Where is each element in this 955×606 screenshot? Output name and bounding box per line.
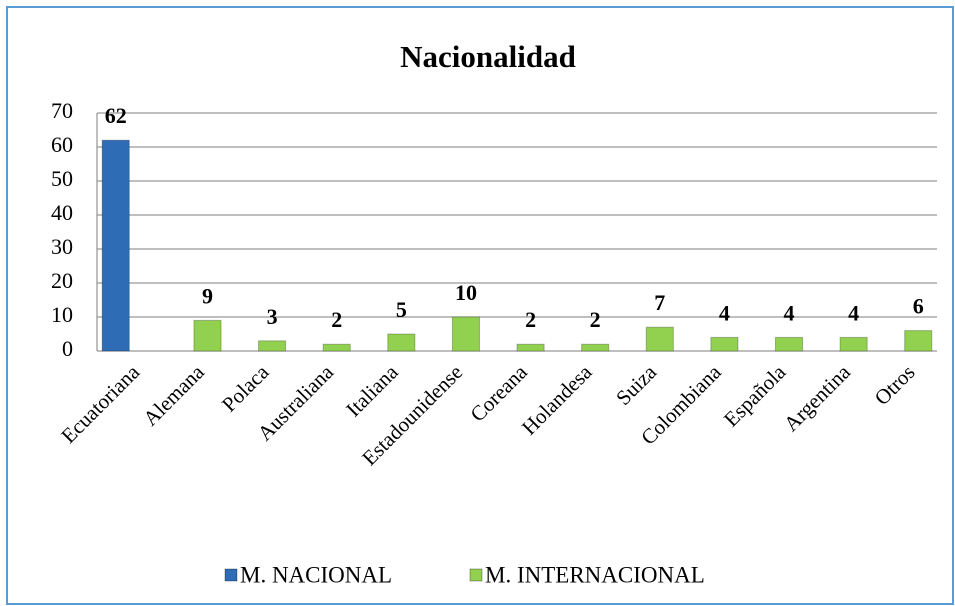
legend-label: M. NACIONAL: [240, 562, 392, 587]
y-tick-label: 30: [51, 234, 73, 259]
data-label: 2: [590, 307, 601, 332]
bar: [774, 336, 804, 352]
bar: [101, 139, 130, 352]
chart-frame: [6, 6, 954, 605]
bar: [258, 340, 287, 352]
bar: [710, 336, 739, 352]
data-label: 4: [784, 300, 795, 325]
data-label: 2: [525, 307, 536, 332]
data-label: 7: [654, 290, 665, 315]
data-label: 2: [331, 307, 342, 332]
data-label: 3: [267, 304, 278, 329]
legend-label: M. INTERNACIONAL: [485, 562, 705, 587]
y-tick-label: 60: [51, 132, 73, 157]
data-label: 10: [455, 280, 477, 305]
y-tick-label: 20: [51, 268, 73, 293]
chart-title: Nacionalidad: [400, 39, 576, 74]
data-label: 62: [105, 103, 127, 128]
bar: [581, 343, 610, 352]
bar: [904, 330, 933, 352]
data-label: 4: [719, 300, 730, 325]
bar: [516, 343, 545, 352]
data-label: 6: [913, 294, 924, 319]
y-tick-label: 50: [51, 166, 73, 191]
bar: [839, 336, 868, 352]
y-tick-label: 70: [51, 98, 73, 123]
bar: [387, 333, 416, 352]
y-tick-label: 0: [62, 336, 73, 361]
bar: [451, 316, 481, 352]
bar: [193, 319, 222, 352]
y-tick-label: 40: [51, 200, 73, 225]
bar: [645, 326, 674, 352]
data-label: 9: [202, 283, 213, 308]
bar: [322, 343, 351, 352]
legend-swatch: [224, 568, 238, 582]
data-label: 4: [848, 300, 859, 325]
y-tick-label: 10: [51, 302, 73, 327]
legend-swatch: [469, 568, 483, 582]
data-label: 5: [396, 297, 407, 322]
